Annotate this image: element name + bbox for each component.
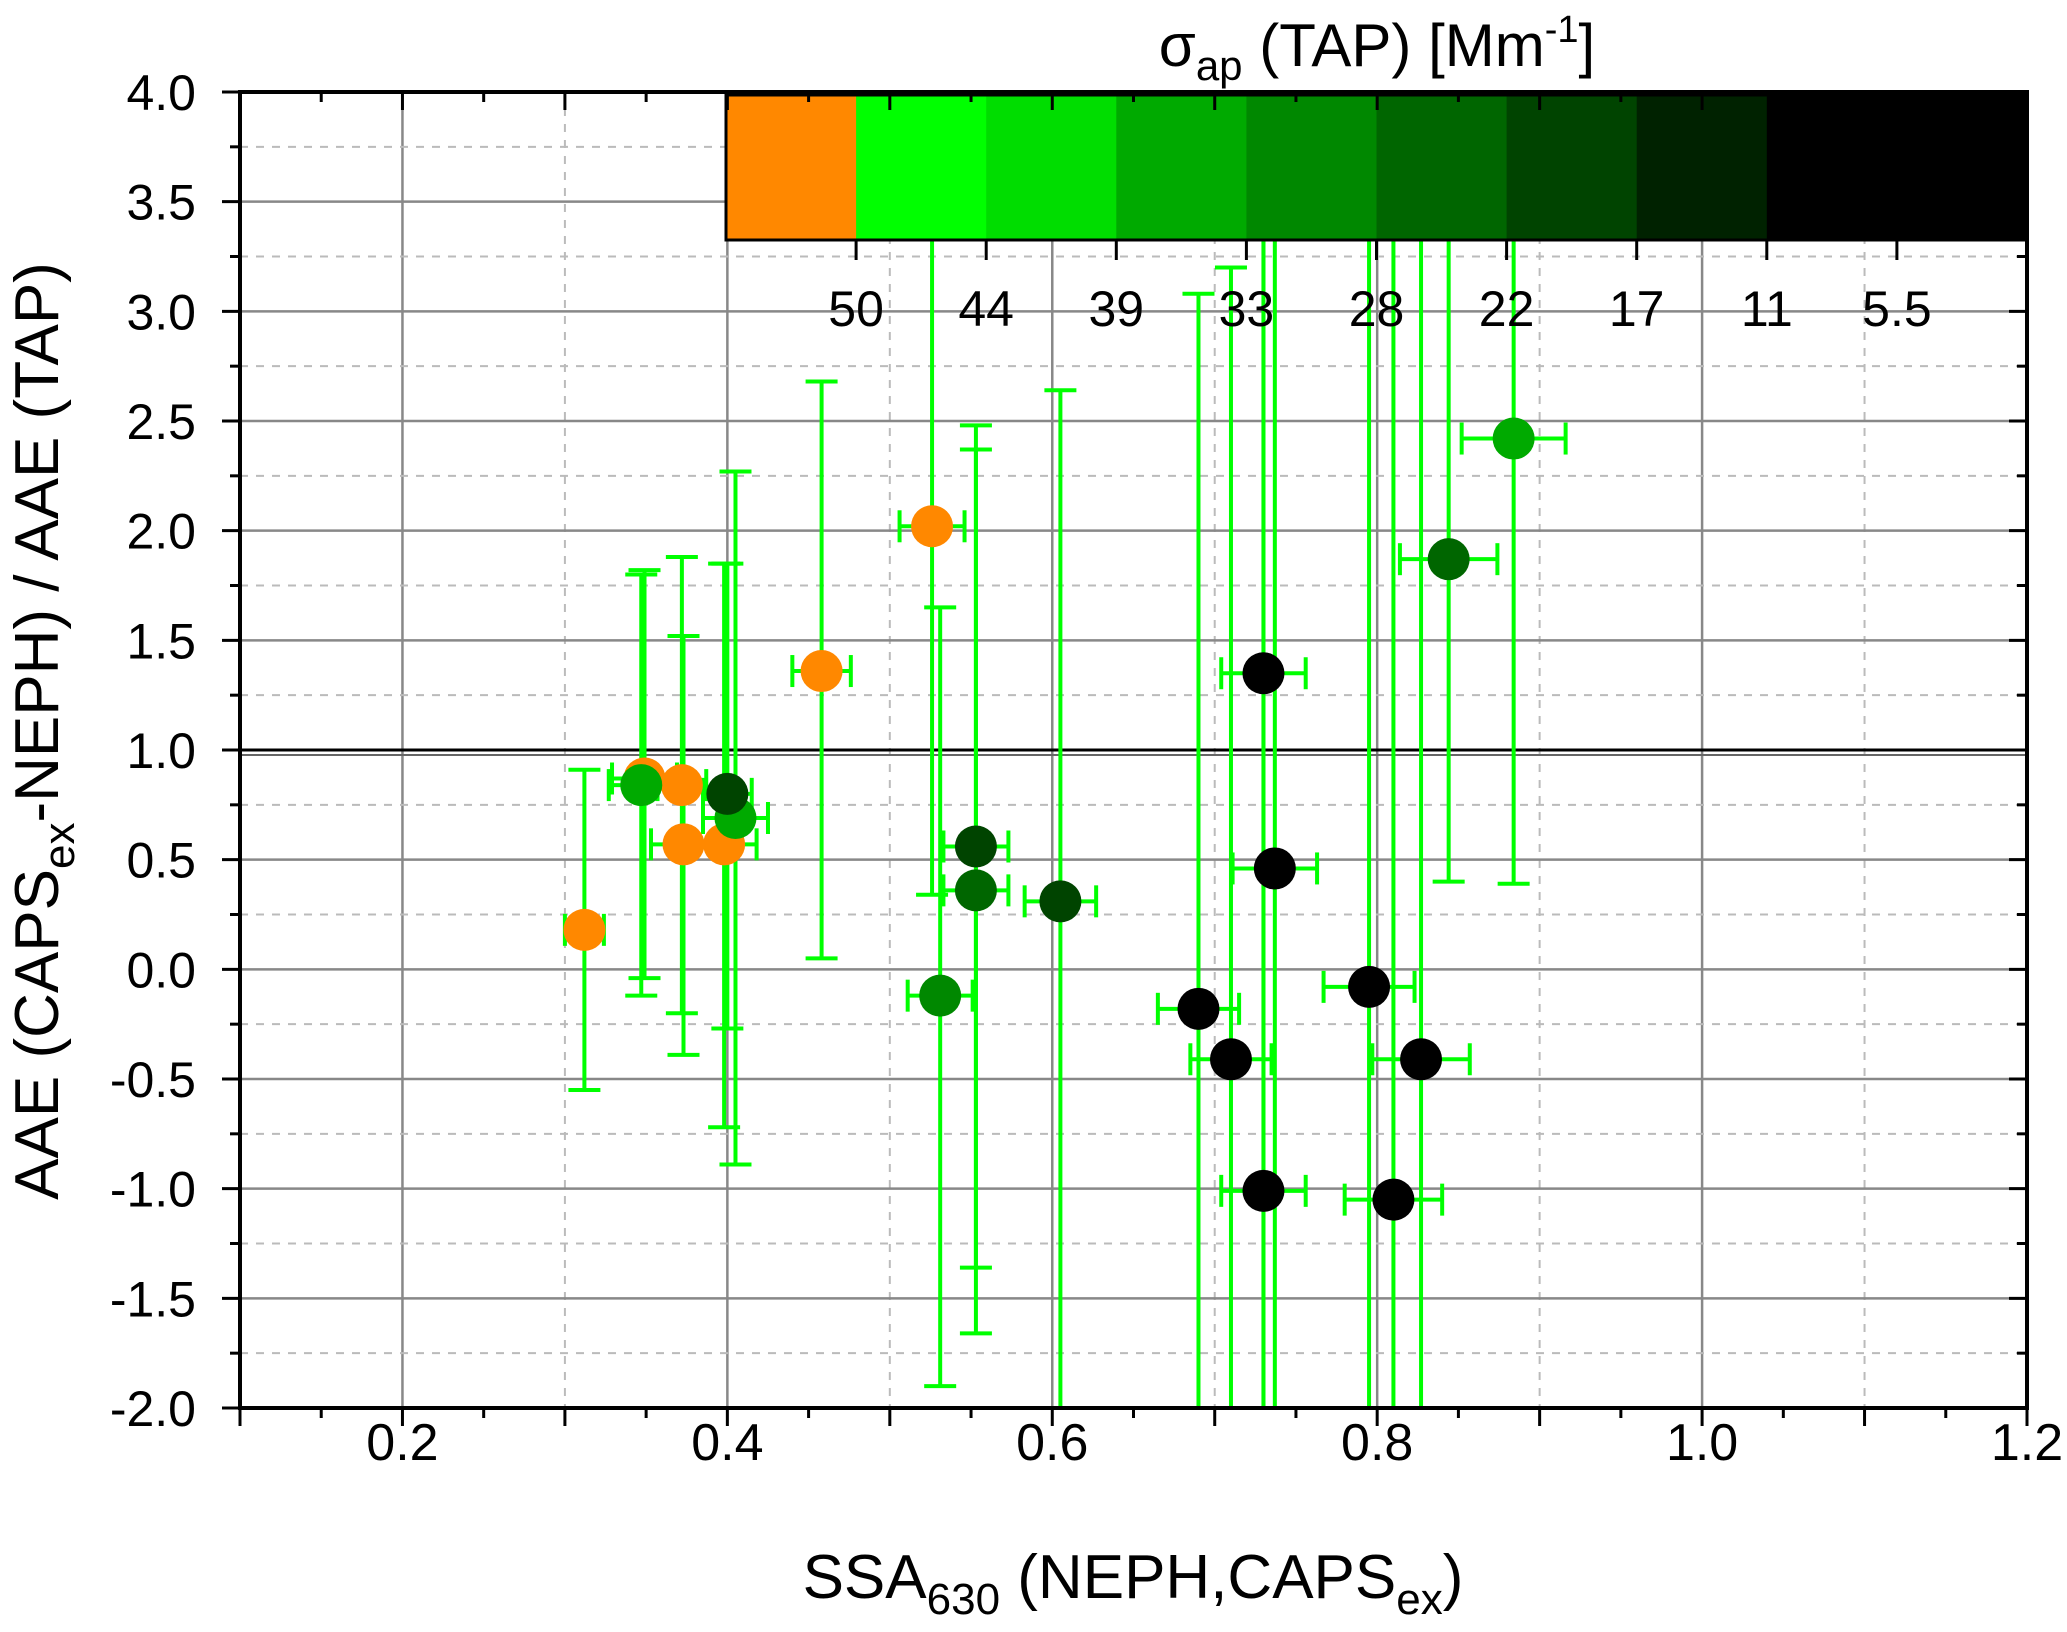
colorbar-tick-label: 50 [828,281,884,337]
colorbar-segment [1116,95,1247,240]
colorbar-tick-label: 44 [958,281,1014,337]
data-point [1372,1178,1415,1221]
data-point [1253,847,1296,890]
x-axis-label: SSA630 (NEPH,CAPSex) [803,1543,1464,1624]
error-bars [562,92,1568,1408]
data-point [706,772,749,815]
x-tick-label: 1.2 [1991,1414,2063,1472]
y-tick-label: -2.0 [110,1381,196,1437]
data-points [563,417,1535,1221]
colorbar-tick-label: 22 [1479,281,1535,337]
tick-labels: 0.2 0.4 0.6 0.8 1.0 1.2 -2.0 -1.5 -1.0 -0.5 0.0 0.5… [110,65,2063,1472]
colorbar-tick-label: 39 [1088,281,1144,337]
y-tick-label: -1.0 [110,1162,196,1218]
data-point [662,823,705,866]
y-tick-label: 0.0 [126,942,196,998]
colorbar-segment [1636,95,1768,240]
x-tick-label: 1.0 [1666,1414,1738,1472]
data-point [919,974,962,1017]
colorbar-segment [726,95,857,240]
y-tick-label: 2.0 [126,504,196,560]
colorbar-tick-label: 5.5 [1862,281,1932,337]
data-point [1242,652,1285,695]
data-point [1209,1038,1252,1081]
data-point [1242,1169,1285,1212]
data-point [1177,987,1220,1030]
colorbar-tick-label: 33 [1219,281,1275,337]
data-point [1039,880,1082,923]
colorbar: 50 44 39 33 28 22 17 11 5.5 [724,93,2029,337]
colorbar-segment [856,95,987,240]
data-point [911,505,954,548]
colorbar-segment [986,95,1117,240]
x-tick-label: 0.2 [366,1414,438,1472]
x-tick-label: 0.6 [1016,1414,1088,1472]
data-point [800,650,843,693]
data-point [954,869,997,912]
y-tick-label: 1.0 [126,723,196,779]
data-point [1400,1038,1443,1081]
y-axis-label: AAE (CAPSex-NEPH) / AAE (TAP) [3,262,84,1200]
colorbar-tick-label: 17 [1609,281,1665,337]
colorbar-segment [1896,95,2028,240]
y-tick-label: 3.5 [126,175,196,231]
colorbar-segment [1766,95,1898,240]
data-point [1427,538,1470,581]
x-tick-label: 0.8 [1341,1414,1413,1472]
y-tick-label: -0.5 [110,1052,196,1108]
y-tick-label: 2.5 [126,394,196,450]
data-point [954,825,997,868]
y-tick-label: 1.5 [126,613,196,669]
y-tick-label: 4.0 [126,65,196,121]
colorbar-segment [1506,95,1638,240]
axes [222,90,2029,1426]
colorbar-tick-label: 28 [1349,281,1405,337]
colorbar-tick-label: 11 [1741,281,1793,337]
data-point [660,764,703,807]
y-tick-label: -1.5 [110,1271,196,1327]
data-point [1348,965,1391,1008]
y-tick-label: 3.0 [126,284,196,340]
data-point [1492,417,1535,460]
colorbar-segment [1246,95,1377,240]
colorbar-segment [1376,95,1508,240]
x-tick-label: 0.4 [691,1414,763,1472]
y-tick-label: 0.5 [126,833,196,889]
data-point [563,908,606,951]
reference-line [240,748,2027,756]
data-point [620,764,663,807]
colorbar-title: σap (TAP) [Mm-1] [1159,9,1595,89]
